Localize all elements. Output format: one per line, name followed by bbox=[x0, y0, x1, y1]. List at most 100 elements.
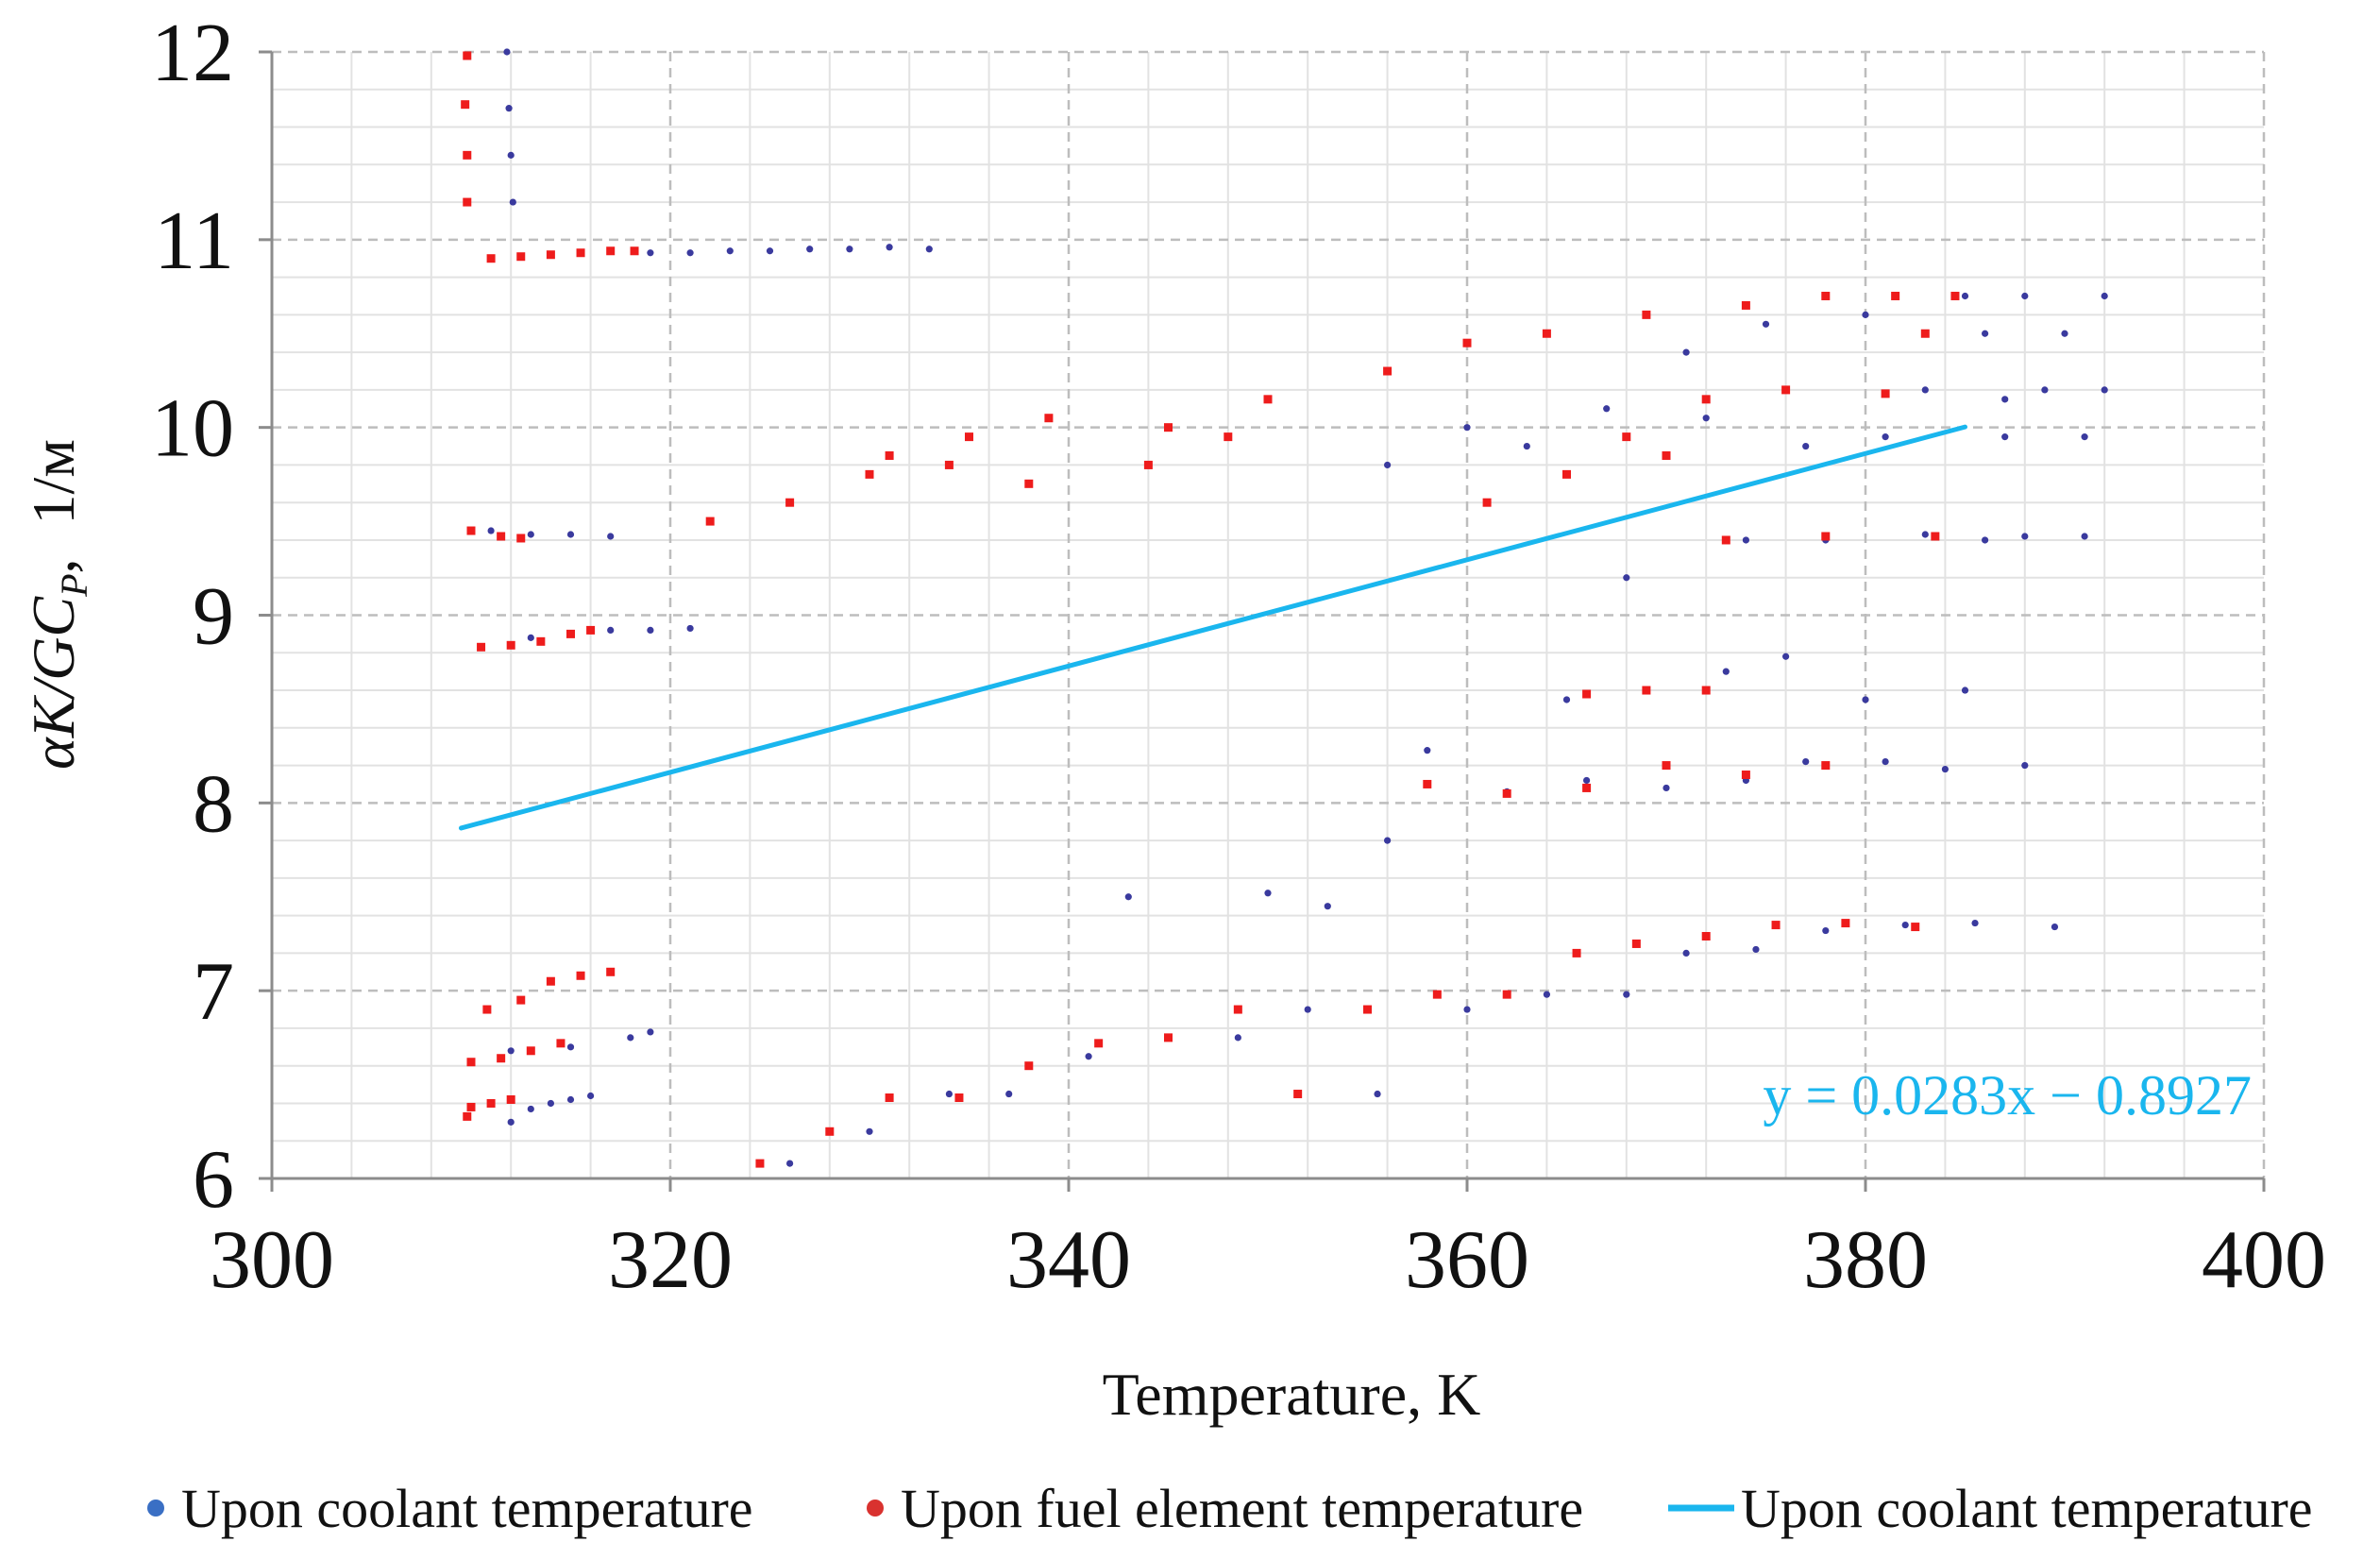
coolant-point bbox=[2041, 386, 2049, 394]
fuel-point bbox=[576, 971, 585, 980]
y-axis-title-unit: 1/м bbox=[20, 439, 87, 524]
coolant-point bbox=[1463, 1006, 1471, 1013]
fuel-point bbox=[477, 642, 486, 652]
fuel-point bbox=[546, 250, 555, 260]
coolant-point bbox=[686, 624, 694, 633]
fuel-point bbox=[1582, 783, 1592, 792]
coolant-point bbox=[2081, 433, 2088, 441]
coolant-point bbox=[2021, 533, 2029, 540]
coolant-point bbox=[1982, 536, 1989, 544]
x-tick-label: 320 bbox=[608, 1214, 733, 1306]
coolant-point bbox=[1921, 386, 1929, 394]
fuel-point bbox=[566, 629, 575, 638]
coolant-point bbox=[846, 246, 853, 253]
coolant-point bbox=[507, 1047, 515, 1055]
fuel-point bbox=[461, 100, 470, 110]
coolant-point bbox=[1862, 696, 1869, 703]
coolant-point bbox=[527, 1105, 534, 1113]
fuel-point bbox=[463, 150, 472, 160]
svg-text:αK/GCP,1/м: αK/GCP, 1/м bbox=[20, 439, 95, 770]
fuel-point bbox=[466, 526, 476, 535]
fuel-point bbox=[944, 460, 954, 469]
coolant-point bbox=[1424, 747, 1431, 754]
fuel-point bbox=[785, 498, 795, 507]
legend-label-coolant: Upon coolant temperature bbox=[181, 1478, 753, 1539]
coolant-point bbox=[1752, 945, 1760, 954]
coolant-point bbox=[566, 1095, 575, 1104]
coolant-point bbox=[2021, 761, 2029, 770]
fuel-point bbox=[1363, 1005, 1372, 1014]
coolant-point bbox=[1971, 919, 1979, 927]
fuel-point bbox=[1572, 948, 1581, 957]
coolant-point bbox=[1702, 415, 1710, 422]
fuel-point bbox=[1642, 686, 1651, 695]
fuel-point bbox=[1482, 498, 1492, 507]
fuel-point bbox=[1542, 329, 1551, 338]
coolant-point bbox=[547, 1099, 555, 1108]
fuel-point bbox=[1701, 395, 1711, 404]
coolant-point bbox=[1374, 1090, 1381, 1098]
coolant-point bbox=[806, 246, 814, 253]
coolant-point bbox=[1583, 776, 1591, 785]
legend-item-trendline: Upon coolant temperature bbox=[1668, 1478, 2313, 1539]
fuel-point bbox=[954, 1093, 964, 1103]
coolant-point bbox=[1663, 784, 1670, 792]
legend: Upon coolant temperature Upon fuel eleme… bbox=[147, 1478, 2313, 1539]
coolant-point bbox=[647, 249, 654, 257]
coolant-point bbox=[1124, 893, 1132, 901]
fuel-point bbox=[1502, 990, 1511, 999]
coolant-point bbox=[1882, 757, 1889, 766]
tick-labels: 300 320 340 360 380 400 6 7 8 9 10 11 12 bbox=[151, 8, 2326, 1306]
coolant-point bbox=[945, 1090, 954, 1098]
coolant-point bbox=[1882, 433, 1889, 441]
fuel-point bbox=[1881, 389, 1890, 398]
coolant-point bbox=[487, 527, 495, 534]
coolant-point bbox=[1822, 926, 1830, 935]
coolant-point bbox=[1802, 757, 1810, 766]
coolant-point bbox=[1384, 461, 1392, 469]
coolant-point bbox=[607, 533, 615, 540]
coolant-point bbox=[925, 246, 933, 253]
coolant-point bbox=[1463, 424, 1471, 432]
fuel-point bbox=[466, 1102, 476, 1111]
fuel-point bbox=[1821, 761, 1831, 771]
fuel-point bbox=[1741, 300, 1750, 310]
fuel-point bbox=[606, 246, 616, 256]
x-tick-label: 340 bbox=[1006, 1214, 1131, 1306]
fuel-point bbox=[1044, 414, 1054, 423]
coolant-point bbox=[507, 151, 515, 159]
fuel-point bbox=[526, 1046, 535, 1056]
fuel-point bbox=[1164, 423, 1173, 432]
fuel-point bbox=[965, 432, 973, 442]
fuel-point bbox=[1094, 1039, 1104, 1048]
fuel-point bbox=[497, 532, 506, 541]
fuel-point bbox=[506, 640, 515, 650]
fuel-point bbox=[1293, 1090, 1303, 1099]
coolant-point bbox=[866, 1127, 873, 1135]
y-tick-label: 8 bbox=[193, 758, 234, 850]
coolant-point bbox=[1742, 536, 1749, 544]
coolant-point bbox=[1234, 1034, 1241, 1042]
fuel-point bbox=[1701, 932, 1711, 941]
legend-item-fuel: Upon fuel element temperature bbox=[867, 1478, 1583, 1539]
fuel-point bbox=[482, 1005, 492, 1014]
coolant-point bbox=[1682, 348, 1690, 356]
fuel-point bbox=[1891, 291, 1900, 300]
legend-marker-fuel bbox=[867, 1500, 884, 1517]
coolant-point bbox=[1603, 405, 1611, 413]
coolant-point bbox=[607, 626, 615, 635]
coolant-point bbox=[1324, 903, 1331, 910]
fuel-point bbox=[536, 636, 546, 646]
fuel-point bbox=[1582, 689, 1592, 699]
coolant-point bbox=[1762, 320, 1770, 328]
fuel-point bbox=[1920, 329, 1930, 338]
fuel-point bbox=[576, 248, 585, 258]
fuel-point bbox=[1622, 432, 1631, 442]
coolant-point bbox=[1862, 311, 1869, 318]
fuel-point bbox=[546, 976, 555, 986]
x-tick-label: 360 bbox=[1405, 1214, 1529, 1306]
coolant-point bbox=[1941, 765, 1949, 773]
fuel-point bbox=[463, 197, 472, 207]
coolant-point bbox=[2101, 292, 2108, 300]
